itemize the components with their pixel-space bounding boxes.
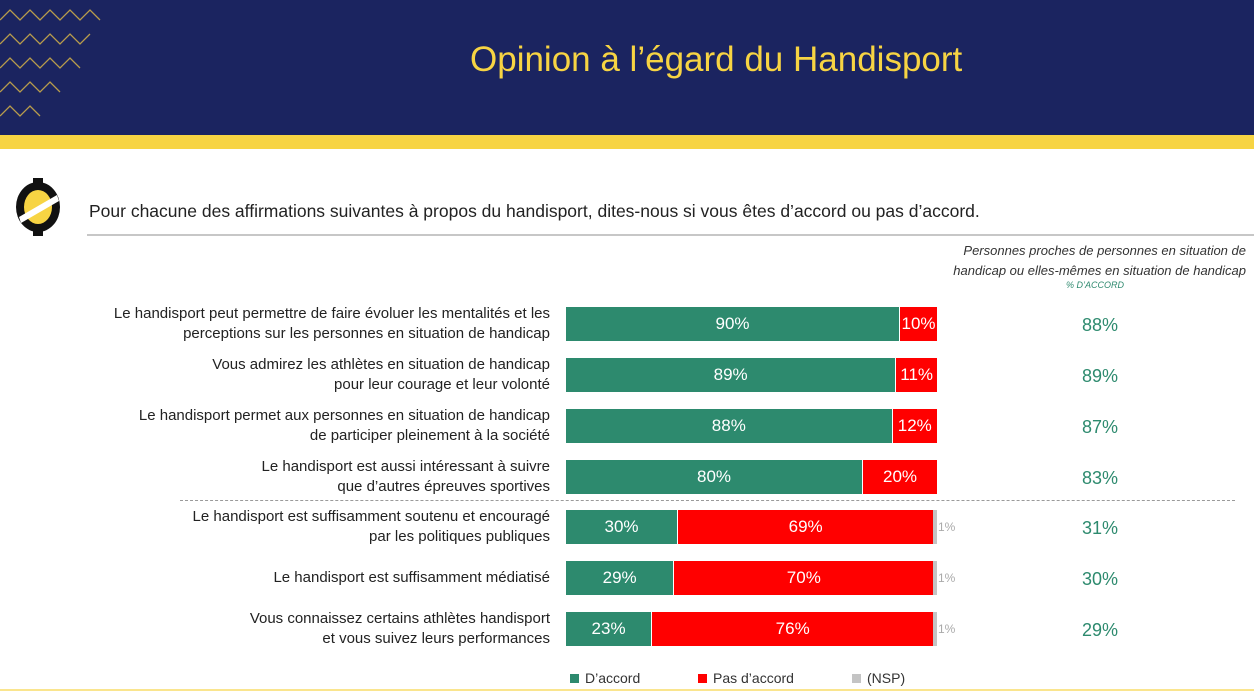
row-label: Vous connaissez certains athlètes handis… (60, 609, 550, 649)
legend-label-agree: D’accord (585, 670, 641, 686)
page-title: Opinion à l’égard du Handisport (470, 40, 963, 79)
row-label: Le handisport est suffisamment soutenu e… (60, 507, 550, 547)
legend-swatch-agree (570, 673, 579, 683)
row-label-line: perceptions sur les personnes en situati… (183, 325, 550, 342)
bar-segment-disagree: 70% (674, 561, 934, 595)
header-banner: Opinion à l’égard du Handisport (0, 0, 1254, 135)
bar-segment-disagree: 11% (896, 358, 937, 392)
row-label-line: que d’autres épreuves sportives (337, 478, 550, 495)
legend-item-nsp: (NSP) (852, 670, 905, 686)
row-label: Le handisport peut permettre de faire év… (60, 304, 550, 344)
row-label-line: Vous admirez les athlètes en situation d… (212, 356, 550, 373)
row-label-line: et vous suivez leurs performances (322, 630, 550, 647)
legend-swatch-nsp (852, 673, 861, 683)
legend-swatch-disagree (698, 673, 707, 683)
header-accent-stripe (0, 135, 1254, 149)
legend-item-disagree: Pas d’accord (698, 670, 794, 686)
legend-label-disagree: Pas d’accord (713, 670, 794, 686)
bar-segment-agree: 88% (566, 409, 892, 443)
bar-segment-agree: 80% (566, 460, 862, 494)
legend-label-nsp: (NSP) (867, 670, 906, 686)
side-panel-heading: Personnes proches de personnes en situat… (953, 243, 1246, 278)
bar-segment-agree: 89% (566, 358, 896, 392)
row-label-line: Le handisport permet aux personnes en si… (138, 407, 550, 424)
bar-segment-nsp (933, 612, 937, 646)
row-label-line: pour leur courage et leur volonté (334, 376, 550, 393)
row-label-line: de participer pleinement à la société (309, 427, 550, 444)
row-label: Le handisport permet aux personnes en si… (60, 406, 550, 446)
survey-question: Pour chacune des affirmations suivantes … (89, 201, 980, 221)
chevron-pattern-decoration (0, 9, 101, 117)
question-divider (87, 234, 1254, 236)
bar-segment-disagree: 10% (900, 307, 937, 341)
row-label-line: Vous connaissez certains athlètes handis… (249, 610, 550, 627)
row-label: Le handisport est aussi intéressant à su… (60, 457, 551, 497)
footer-line (0, 689, 1254, 691)
section-separator (180, 500, 1235, 501)
row-label-line: Le handisport peut permettre de faire év… (113, 305, 550, 322)
side-agree-value: 87% (1081, 417, 1119, 437)
nsp-value-label: 1% (938, 571, 956, 585)
side-agree-value: 83% (1081, 468, 1119, 488)
bar-segment-disagree: 20% (863, 460, 937, 494)
side-agree-value: 30% (1081, 569, 1119, 589)
brand-logo-icon (16, 178, 60, 236)
bar-segment-agree: 30% (566, 510, 677, 544)
bar-segment-agree: 90% (566, 307, 899, 341)
bar-segment-agree: 23% (566, 612, 652, 646)
bar-segment-disagree: 69% (678, 510, 934, 544)
side-panel-subheading: % D’ACCORD (1065, 280, 1124, 290)
row-label-line: Le handisport est suffisamment soutenu e… (192, 508, 550, 525)
side-agree-value: 88% (1081, 315, 1119, 335)
side-agree-value: 89% (1081, 366, 1119, 386)
bar-segment-agree: 29% (566, 561, 674, 595)
nsp-value-label: 1% (938, 520, 956, 534)
row-label: Vous admirez les athlètes en situation d… (60, 355, 550, 395)
side-agree-value: 29% (1081, 620, 1119, 640)
side-agree-value: 31% (1081, 518, 1119, 538)
legend-item-agree: D’accord (570, 670, 640, 686)
bar-segment-nsp (933, 561, 937, 595)
row-label-line: par les politiques publiques (369, 528, 550, 545)
nsp-value-label: 1% (938, 622, 956, 636)
bar-segment-nsp (933, 510, 937, 544)
bar-segment-disagree: 76% (652, 612, 934, 646)
bar-segment-disagree: 12% (892, 409, 937, 443)
row-label: Le handisport est suffisamment médiatisé (60, 568, 550, 588)
row-label-line: Le handisport est aussi intéressant à su… (261, 458, 551, 475)
row-label-line: Le handisport est suffisamment médiatisé (273, 569, 550, 586)
